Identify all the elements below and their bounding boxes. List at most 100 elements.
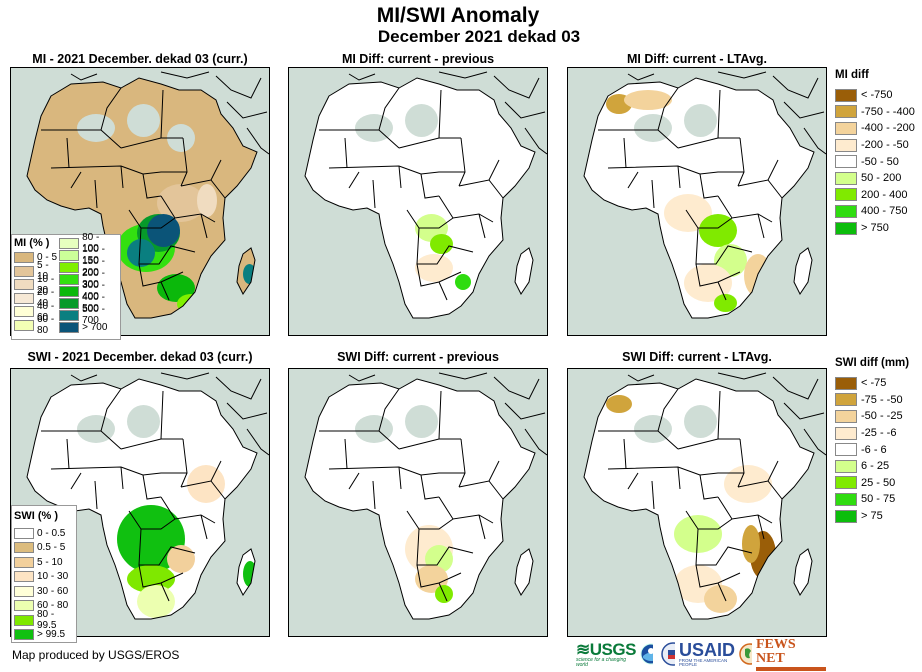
- legend-label: -50 - -25: [861, 410, 903, 423]
- neighbor-coastline: [438, 71, 488, 79]
- legend-label: 5 - 10: [37, 556, 63, 568]
- legend-swatch: [59, 273, 80, 285]
- legend-item: -25 - -6: [835, 425, 909, 442]
- country-border: [438, 281, 448, 301]
- neighbor-coastline: [215, 376, 262, 400]
- legend-label: < -75: [861, 377, 887, 390]
- country-border: [438, 582, 448, 602]
- usaid-logo: USAID FROM THE AMERICAN PEOPLE: [679, 639, 736, 667]
- country-border: [438, 390, 442, 440]
- neighbor-coastline: [246, 127, 269, 155]
- neighbor-coastline: [70, 73, 98, 81]
- legend-label: -6 - 6: [861, 443, 887, 456]
- legend-swi-percent: SWI (% ) 0 - 0.5 0.5 - 5 5 - 10 10 - 30 30 -…: [11, 505, 77, 643]
- neighbor-coastline: [504, 101, 546, 119]
- country-border: [717, 582, 727, 602]
- value-region: [77, 415, 115, 443]
- legend-label: 5 - 10: [37, 260, 49, 283]
- country-border: [160, 89, 164, 139]
- value-region: [137, 585, 175, 618]
- legend-label: 10 - 30: [37, 571, 69, 583]
- country-border: [142, 472, 187, 476]
- legend-swatch: [835, 459, 857, 473]
- map-mi-diff-ltavg: [567, 67, 827, 336]
- legend-label: > 75: [861, 510, 883, 523]
- value-region: [455, 274, 471, 290]
- country-border: [66, 438, 70, 470]
- legend-swatch: [835, 221, 857, 235]
- legend-swatch: [835, 171, 857, 185]
- country-border: [717, 195, 773, 223]
- legend-swatch: [14, 585, 34, 597]
- legend-item: 50 - 75: [835, 491, 909, 508]
- country-border: [138, 564, 184, 588]
- neighbor-coastline: [524, 428, 547, 456]
- legend-label: 100 - 150: [82, 244, 105, 266]
- legend-label: 6 - 25: [861, 460, 890, 473]
- legend-item: 10 - 20: [14, 274, 59, 296]
- country-border: [210, 460, 222, 482]
- legend-label: 25 - 50: [861, 476, 896, 489]
- legend-swatch: [59, 309, 80, 321]
- country-border: [120, 466, 124, 490]
- legend-mi-percent-col2: 80 - 100 100 - 150 150 - 200 200 - 300 300 -…: [59, 232, 118, 333]
- neighbor-coastline: [246, 428, 269, 456]
- legend-swatch: [59, 321, 80, 333]
- value-region: [127, 104, 160, 137]
- legend-item: -200 - -50: [835, 137, 915, 154]
- country-border: [699, 171, 744, 175]
- legend-label: 150 - 200: [82, 256, 105, 278]
- legend-label: 200 - 400: [861, 188, 908, 201]
- legend-label: > 99.5: [37, 629, 66, 641]
- country-border: [420, 171, 465, 175]
- legend-item: 30 - 60: [14, 584, 74, 599]
- country-border: [398, 165, 402, 189]
- legend-item: 50 - 200: [835, 170, 915, 187]
- country-border: [378, 87, 400, 131]
- country-border: [699, 173, 719, 199]
- legend-title: MI diff: [835, 69, 869, 81]
- neighbor-coastline: [717, 71, 767, 79]
- country-border: [372, 179, 376, 209]
- country-border: [138, 227, 196, 265]
- value-region: [127, 565, 175, 593]
- country-border: [128, 209, 176, 229]
- legend-label: 500 - 700: [82, 304, 105, 326]
- country-border: [344, 438, 348, 470]
- panel-title-swi-current: SWI - 2021 December. dekad 03 (curr.): [27, 350, 253, 364]
- legend-label: -400 - -200: [861, 122, 915, 135]
- legend-item: 80 - 100: [59, 232, 118, 254]
- neighbor-coastline: [160, 71, 210, 79]
- legend-item: 5 - 10: [14, 555, 74, 570]
- neighbor-coastline: [783, 101, 825, 119]
- value-region: [634, 114, 672, 142]
- legend-item: -750 - -400: [835, 104, 915, 121]
- country-border: [160, 496, 216, 524]
- country-border: [699, 472, 744, 476]
- country-border: [406, 510, 454, 530]
- legend-swatch: [14, 292, 34, 304]
- value-region: [684, 405, 717, 438]
- legend-label: -200 - -50: [861, 139, 909, 152]
- legend-label: 80 - 99.5: [37, 609, 57, 632]
- legend-label: -75 - -50: [861, 393, 903, 406]
- value-region: [77, 114, 115, 142]
- legend-item: 0 - 0.5: [14, 526, 74, 541]
- neighbor-coastline: [504, 402, 546, 420]
- country-border: [717, 281, 727, 301]
- neighbor-coastline: [438, 372, 488, 380]
- country-border: [160, 390, 164, 440]
- country-border: [420, 472, 465, 476]
- legend-swatch: [835, 188, 857, 202]
- legend-swatch: [59, 237, 80, 249]
- legend-swatch: [835, 476, 857, 490]
- legend-item: 400 - 500: [59, 292, 118, 314]
- panel-title-mi-current: MI - 2021 December. dekad 03 (curr.): [32, 52, 248, 66]
- neighbor-coastline: [803, 428, 826, 456]
- legend-item: 0.5 - 5: [14, 541, 74, 556]
- legend-label: 60 - 80: [37, 314, 55, 337]
- neighbor-coastline: [627, 374, 655, 382]
- legend-swatch: [59, 285, 80, 297]
- neighbor-coastline: [783, 402, 825, 420]
- partner-logos: ≋USGS science for a changing world USAID…: [576, 637, 826, 671]
